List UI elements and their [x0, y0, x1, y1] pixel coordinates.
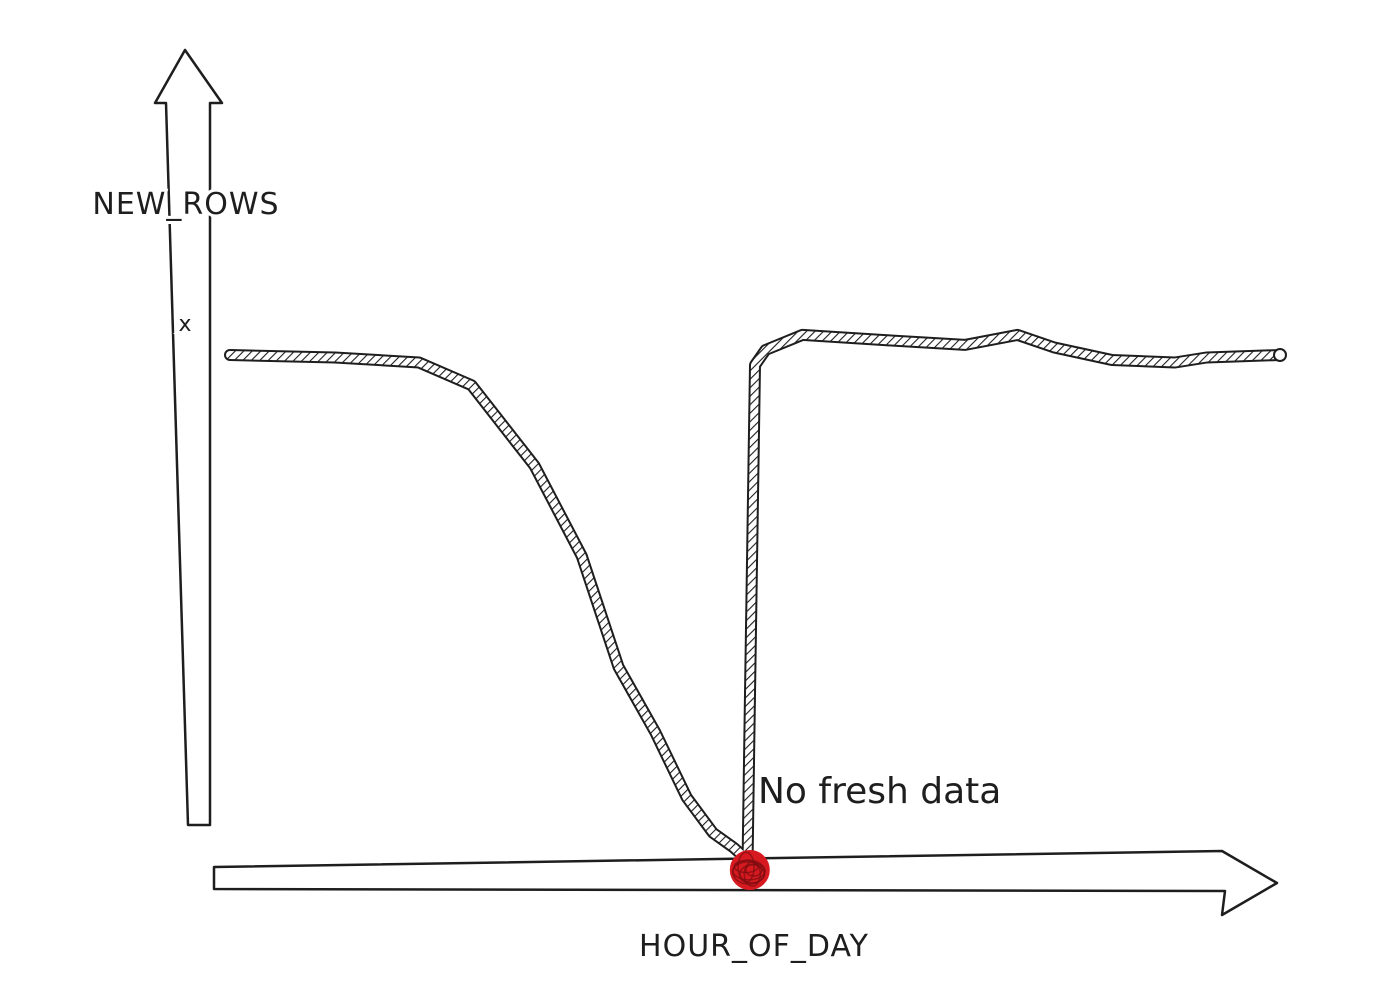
series-line-hatch-fill — [226, 330, 1284, 862]
y-axis-tick-label: x — [178, 312, 191, 337]
series-line-end-cap — [1273, 348, 1287, 362]
x-axis-label: HOUR_OF_DAY — [639, 929, 869, 964]
marker-scribble — [743, 861, 762, 887]
y-axis-arrow — [153, 48, 224, 827]
y-axis-label: NEW_ROWS — [92, 187, 279, 222]
marker-scribble — [732, 861, 766, 881]
annotation-text: No fresh data — [758, 771, 1001, 812]
no-fresh-data-marker — [729, 850, 770, 890]
